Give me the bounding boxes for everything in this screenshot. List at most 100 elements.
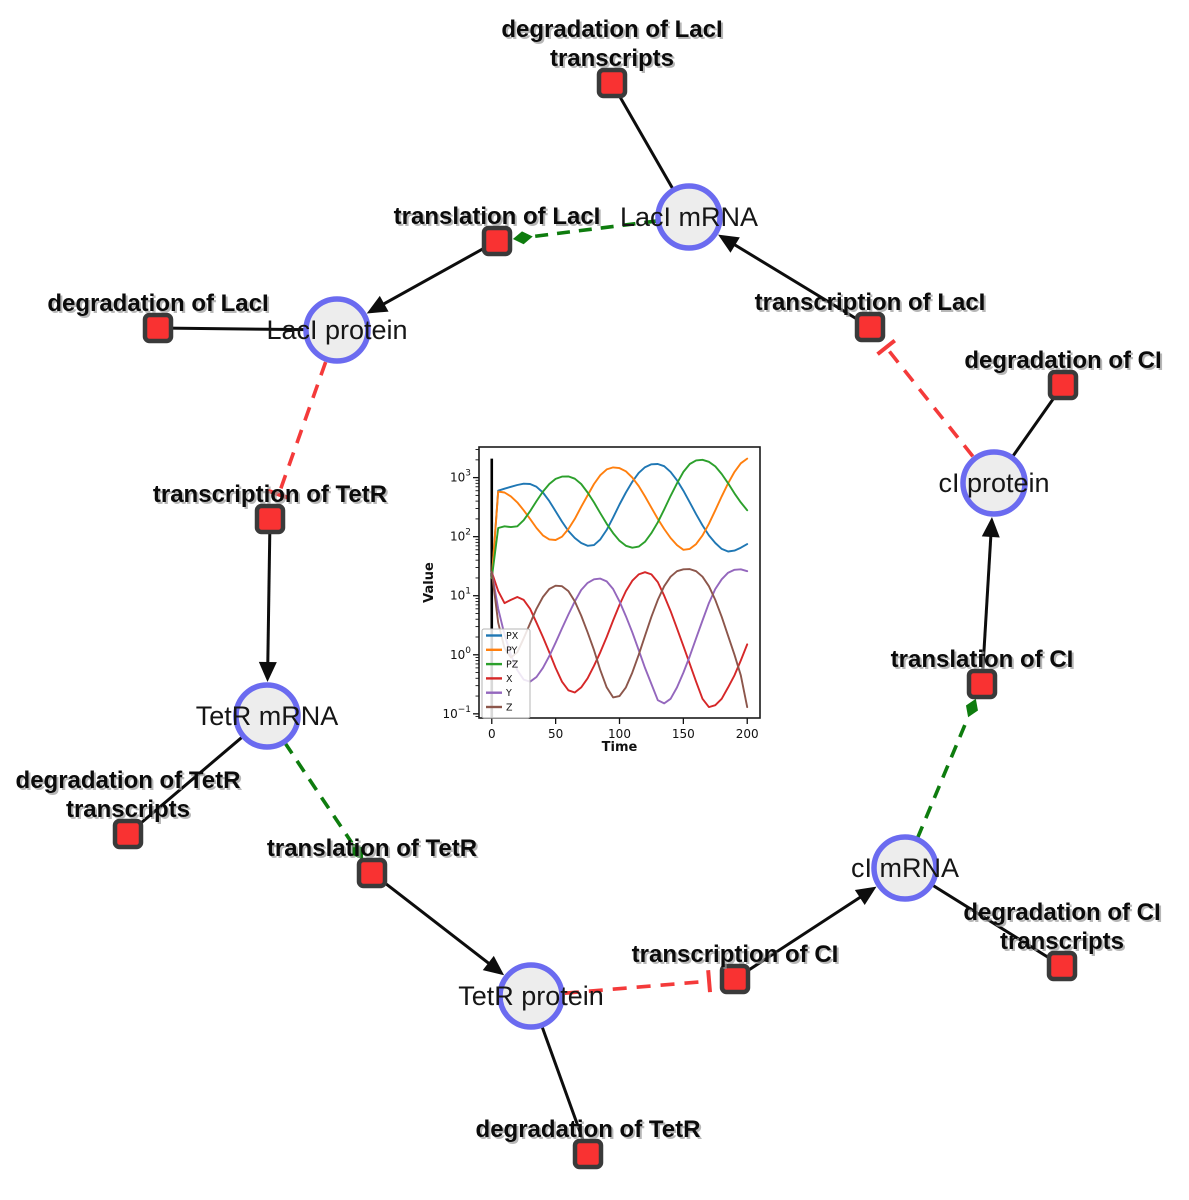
labels-layer: LacI mRNA LacI protein TetR mRNA TetR prote… [16,16,1164,1145]
reaction-label-deg-laci: degradation of LacI [47,290,268,317]
reaction-node-transcription-ci [719,963,751,995]
reaction-label-shadow-deg-tetr: degradation of TetR [478,1118,703,1145]
chart-series-PX [490,463,749,579]
reaction-node-translation-ci [966,668,998,700]
reaction-label-shadow-deg-laci-transcripts: transcripts [552,47,676,74]
chart-legend-label-Y: Y [505,688,512,699]
chart-series-PY [490,457,749,579]
reaction-label-translation-laci: translation of LacI [394,203,601,230]
reaction-node-deg-ci [1047,369,1079,401]
chart-y-tick-label: 100 [450,646,471,662]
chart-legend-label-Z: Z [506,703,513,714]
reaction-label-shadow-transcription-laci: transcription of LacI [757,291,988,318]
reaction-label-deg-ci-transcripts: degradation of CI [963,899,1160,926]
reaction-node-translation-tetr [356,857,388,889]
edge-tetr-protein-transcription-ci-inhibition [564,979,710,995]
chart-series-PZ [490,458,749,579]
species-label-ci-protein: cI protein [938,468,1049,498]
reaction-label-transcription-ci: transcription of CI [632,941,839,968]
chart-x-tick-label: 0 [488,727,496,741]
chart-y-tick-label: 102 [450,528,471,544]
chart-y-tick-label: 103 [450,469,471,485]
chart-legend: PX PY PZ XYZ [481,628,531,719]
chart-y-tick-exp: 3 [465,469,471,479]
species-node-ci-mrna [871,834,939,902]
edge-translation-laci-laci-protein-product-arrowhead-icon [366,295,389,314]
reaction-label-shadow-deg-ci-transcripts: transcripts [1002,930,1126,957]
reaction-label-shadow-transcription-ci: transcription of CI [634,943,841,970]
edge-transcription-tetr-tetr-mrna-product [266,518,272,666]
chart-ylabel: Value [422,562,437,603]
edges-layer [127,82,1065,1155]
species-node-laci-protein [303,296,371,364]
species-label-tetr-protein: TetR protein [458,981,604,1011]
nodes-layer [112,67,1079,1170]
edge-laci-protein-transcription-tetr-inhibition [276,361,328,496]
edge-laci-mrna-translation-laci-modifier-diamond-icon [512,231,533,245]
reaction-label-shadow-deg-ci-transcripts: degradation of CI [965,901,1162,928]
edge-laci-mrna-deg-laci-transcripts-reactant [610,82,675,191]
reaction-label-shadow-transcription-tetr: transcription of TetR [155,483,389,510]
reaction-label-shadow-translation-laci: translation of LacI [396,205,603,232]
species-node-ci-protein [960,449,1028,517]
reaction-label-transcription-laci: transcription of LacI [755,289,986,316]
edge-transcription-ci-ci-mrna-product-arrowhead-icon [854,886,877,906]
edge-laci-protein-transcription-tetr-inhibition-tbar-icon [267,488,290,501]
chart-y-tick-base: 10 [442,707,457,721]
chart-y-tick-base: 10 [450,648,465,662]
species-label-laci-mrna: LacI mRNA [620,202,758,232]
reaction-label-deg-tetr-transcripts: transcripts [66,796,190,823]
chart-frame [478,446,761,719]
edge-ci-mrna-deg-ci-transcripts-reactant [930,883,1063,968]
edge-tetr-protein-deg-tetr-reactant [540,1024,590,1155]
edge-translation-ci-ci-protein-product [980,533,993,685]
chart-y-tick-base: 10 [450,530,465,544]
chart-x-tick-label: 100 [608,727,631,741]
reaction-label-deg-ci-transcripts: transcripts [1000,928,1124,955]
reaction-node-deg-laci [142,312,174,344]
edge-ci-mrna-translation-ci-modifier [915,716,970,840]
chart-y-tick-exp: −1 [458,705,471,715]
species-label-tetr-mrna: TetR mRNA [196,701,339,731]
chart-y-tick-base: 10 [450,589,465,603]
edge-tetr-mrna-translation-tetr-modifier-diamond-icon [351,843,364,860]
reaction-label-shadow-deg-tetr-transcripts: transcripts [68,798,192,825]
chart-y-tick-exp: 0 [465,646,471,656]
chart-y-tick-exp: 1 [465,587,471,597]
chart-x-tick-label: 200 [736,727,759,741]
reaction-node-deg-ci-transcripts [1046,950,1078,982]
chart-y-tick-label: 10−1 [442,705,471,721]
chart-x-tick-label: 50 [548,727,563,741]
reaction-label-shadow-deg-laci-transcripts: degradation of LacI [503,18,724,45]
chart-series-X [490,571,749,709]
reaction-node-transcription-laci [854,311,886,343]
edge-transcription-laci-laci-mrna-product-arrowhead-icon [718,234,740,253]
species-node-tetr-mrna [233,682,301,750]
reaction-label-translation-tetr: translation of TetR [267,835,477,862]
chart-legend-label-PY: PY [506,645,518,656]
chart-y-tick-base: 10 [450,471,465,485]
edge-translation-ci-ci-protein-product-arrowhead-icon [981,516,1000,538]
chart-y-tick-label: 101 [450,587,471,603]
reaction-node-translation-laci [481,225,513,257]
edge-transcription-ci-ci-mrna-product [734,894,864,981]
edge-tetr-mrna-translation-tetr-modifier [283,741,354,845]
chart-xlabel: Time [602,740,638,755]
reaction-label-shadow-translation-ci: translation of CI [893,648,1076,675]
chart-legend-box [481,628,531,719]
edge-tetr-mrna-deg-tetr-transcripts-reactant [127,734,245,836]
edge-tetr-protein-transcription-ci-inhibition-tbar-icon [706,970,712,993]
reaction-node-transcription-tetr [254,503,286,535]
edge-laci-protein-deg-laci-reactant [157,326,307,332]
chart-y-tick-exp: 2 [465,528,471,538]
edge-ci-mrna-translation-ci-modifier-diamond-icon [965,698,978,718]
chart-legend-label-X: X [506,674,513,685]
reaction-label-shadow-deg-laci: degradation of LacI [49,292,270,319]
chart-series-Y [490,568,749,705]
reaction-label-deg-laci-transcripts: transcripts [550,45,674,72]
reaction-label-shadow-deg-ci: degradation of CI [966,349,1163,376]
chart-legend-label-PZ: PZ [506,660,519,671]
